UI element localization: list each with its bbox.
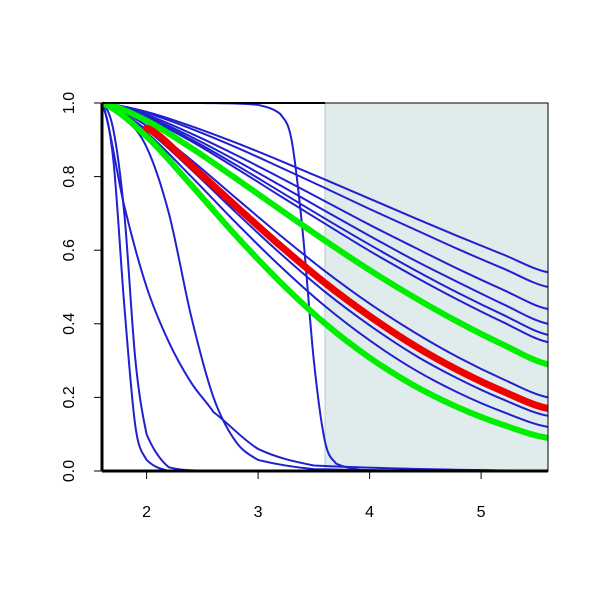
x-tick-label: 5 bbox=[477, 504, 486, 521]
shaded-region bbox=[324, 102, 549, 472]
y-tick-label: 0.2 bbox=[61, 386, 78, 408]
curve bbox=[102, 103, 548, 336]
x-tick-label: 4 bbox=[365, 504, 374, 521]
curve bbox=[102, 103, 548, 471]
y-tick-label: 0.0 bbox=[61, 460, 78, 482]
curve bbox=[102, 103, 548, 311]
curve bbox=[102, 103, 548, 274]
x-tick-label: 2 bbox=[142, 504, 151, 521]
y-tick-label: 0.4 bbox=[61, 313, 78, 335]
curve bbox=[102, 103, 548, 428]
x-tick-label: 3 bbox=[254, 504, 263, 521]
curve bbox=[102, 103, 548, 471]
y-tick-label: 1.0 bbox=[61, 92, 78, 114]
y-tick-label: 0.8 bbox=[61, 165, 78, 187]
curve bbox=[102, 103, 548, 441]
curve bbox=[102, 103, 548, 344]
curve bbox=[102, 103, 548, 368]
y-tick-label: 0.6 bbox=[61, 239, 78, 261]
curve bbox=[102, 103, 548, 471]
curve bbox=[102, 103, 548, 471]
curve bbox=[102, 103, 548, 325]
curve bbox=[102, 103, 548, 288]
curve bbox=[143, 124, 548, 412]
